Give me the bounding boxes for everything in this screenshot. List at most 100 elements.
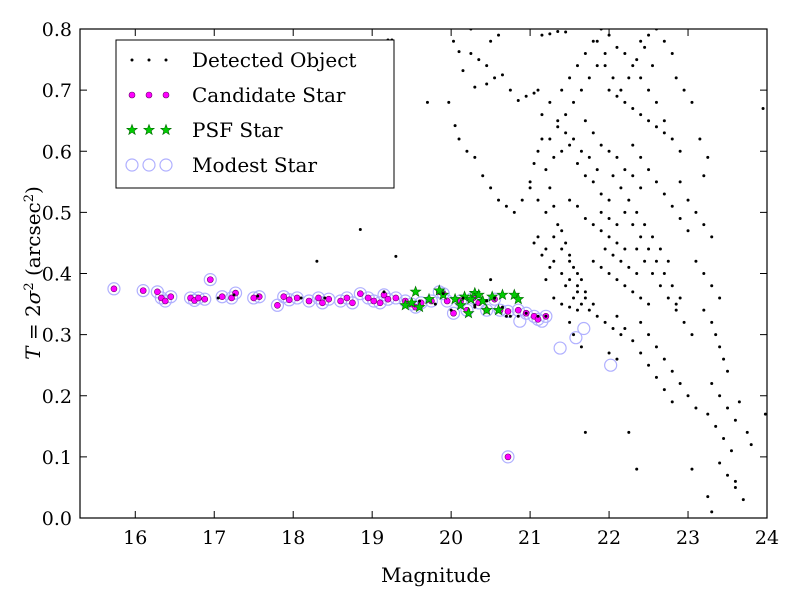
data-point xyxy=(107,282,121,296)
data-point xyxy=(595,64,599,68)
data-point xyxy=(464,292,477,305)
data-point xyxy=(154,288,161,296)
data-point xyxy=(536,88,540,92)
data-point xyxy=(607,351,611,355)
data-point xyxy=(110,285,118,293)
data-point xyxy=(579,149,583,153)
data-point xyxy=(615,241,619,245)
data-point xyxy=(690,467,694,471)
legend-marker xyxy=(142,158,156,172)
legend-marker xyxy=(142,123,156,136)
data-point xyxy=(662,357,666,361)
legend-frame xyxy=(115,39,395,189)
data-point xyxy=(325,295,333,303)
data-point xyxy=(651,235,654,239)
data-point xyxy=(690,100,694,104)
data-point xyxy=(473,155,477,159)
data-point xyxy=(575,204,579,208)
data-point xyxy=(548,186,552,190)
data-point xyxy=(564,30,568,34)
data-point xyxy=(540,137,544,141)
y-tick-label: 0.6 xyxy=(42,141,72,163)
data-point xyxy=(548,100,552,104)
data-point xyxy=(690,333,694,337)
data-point xyxy=(662,272,666,275)
data-point xyxy=(647,333,651,337)
data-point xyxy=(225,291,239,305)
data-point xyxy=(548,265,552,269)
data-point xyxy=(595,314,599,318)
data-point xyxy=(603,51,607,55)
data-point xyxy=(349,299,356,307)
data-point xyxy=(577,321,591,336)
data-point xyxy=(216,296,220,300)
data-point xyxy=(167,293,175,301)
data-point xyxy=(654,345,658,349)
data-point xyxy=(532,241,536,245)
data-point xyxy=(682,88,686,92)
data-point xyxy=(670,284,674,288)
data-point xyxy=(540,113,544,117)
data-point xyxy=(686,198,690,202)
legend-marker xyxy=(164,58,168,62)
data-point xyxy=(345,296,360,310)
data-point xyxy=(611,327,615,331)
data-point xyxy=(599,143,603,147)
data-point xyxy=(489,278,493,282)
data-point xyxy=(635,58,639,62)
data-point xyxy=(569,331,583,345)
x-tick-label: 23 xyxy=(676,527,700,549)
data-point xyxy=(647,88,651,92)
data-point xyxy=(591,180,595,184)
data-point xyxy=(477,58,481,62)
data-point xyxy=(560,149,564,153)
data-point xyxy=(639,320,643,324)
data-point xyxy=(714,424,718,428)
data-point xyxy=(552,235,556,239)
data-point xyxy=(516,99,520,103)
data-point xyxy=(694,210,698,214)
data-point xyxy=(564,113,568,117)
data-point xyxy=(568,76,572,80)
data-point xyxy=(591,39,595,43)
y-tick-label: 0.3 xyxy=(42,325,72,347)
data-point xyxy=(343,294,351,302)
data-point xyxy=(461,296,465,300)
data-point xyxy=(599,229,603,233)
data-point xyxy=(745,430,749,434)
data-point xyxy=(497,198,501,202)
data-point xyxy=(454,298,467,311)
data-point xyxy=(392,294,400,302)
data-point xyxy=(469,51,473,55)
data-point xyxy=(643,259,647,263)
data-point xyxy=(607,235,611,239)
data-point xyxy=(473,85,477,89)
data-point xyxy=(615,223,619,227)
data-point xyxy=(568,143,572,147)
data-point xyxy=(524,94,528,98)
data-point xyxy=(516,314,520,318)
data-point xyxy=(654,180,658,184)
data-point xyxy=(733,485,737,489)
data-point xyxy=(447,100,451,104)
legend-label: Detected Object xyxy=(192,48,356,72)
data-point xyxy=(449,292,462,305)
data-point xyxy=(591,302,595,306)
data-point xyxy=(674,308,678,312)
data-point xyxy=(528,186,532,190)
data-point xyxy=(250,294,258,302)
data-point xyxy=(364,294,372,302)
data-point xyxy=(418,299,422,303)
data-point xyxy=(662,192,666,196)
data-point xyxy=(627,265,631,269)
legend-entry: Detected Object xyxy=(130,48,356,72)
data-point xyxy=(215,290,229,304)
data-point xyxy=(635,467,639,471)
data-point xyxy=(670,137,674,141)
data-point xyxy=(422,292,436,305)
data-point xyxy=(647,33,651,37)
data-point xyxy=(603,247,607,251)
data-point xyxy=(501,450,515,464)
data-point xyxy=(457,50,461,54)
data-point xyxy=(532,161,536,165)
